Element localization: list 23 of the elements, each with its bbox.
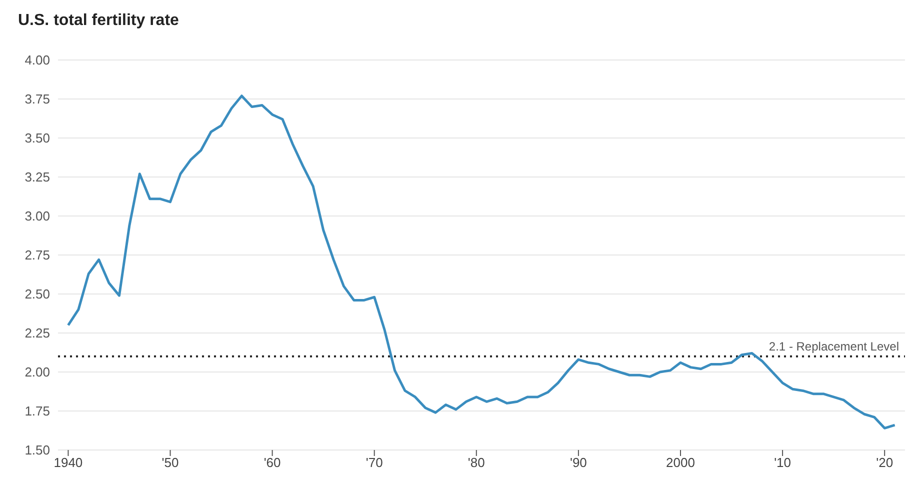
y-tick-label: 4.00 [24, 52, 50, 68]
y-tick-label: 3.00 [24, 208, 50, 224]
y-tick-label: 3.75 [24, 92, 50, 107]
y-tick-label: 3.50 [24, 130, 50, 146]
y-tick-label: 1.50 [24, 442, 50, 458]
x-tick-label: '70 [366, 455, 383, 470]
x-tick-label: 2000 [666, 455, 695, 470]
y-tick-label: 2.75 [24, 248, 50, 263]
y-tick-label: 2.25 [24, 326, 50, 341]
x-tick-label: '20 [876, 455, 894, 470]
y-tick-label: 2.00 [24, 364, 50, 380]
x-tick-label: 1940 [54, 455, 83, 470]
x-tick-label: '60 [264, 455, 281, 470]
y-tick-label: 2.50 [24, 286, 50, 302]
y-tick-label: 3.25 [24, 170, 50, 185]
x-tick-label: '80 [468, 455, 485, 470]
x-tick-label: '50 [162, 455, 179, 470]
x-tick-label: '90 [570, 455, 587, 470]
y-tick-label: 1.75 [24, 404, 50, 419]
x-tick-label: '10 [774, 455, 792, 470]
ref-line-label: 2.1 - Replacement Level [768, 339, 899, 354]
line-series [66, 94, 896, 430]
chart-title: U.S. total fertility rate [17, 11, 180, 31]
